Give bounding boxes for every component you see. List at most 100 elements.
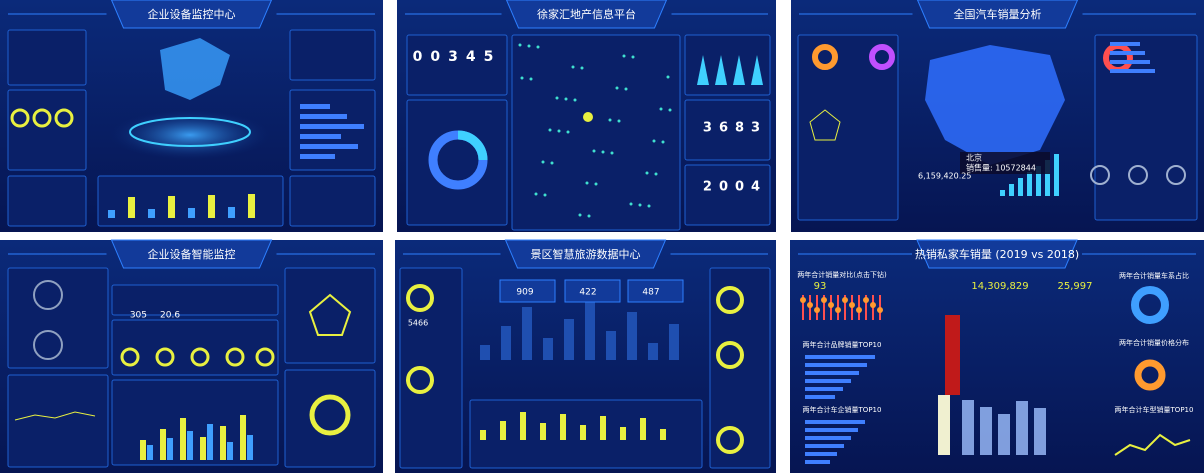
stat: 25,997: [1058, 281, 1093, 292]
tooltip-sales: 销售量: 10572844: [966, 163, 1036, 173]
decor-bar: [1000, 190, 1005, 196]
map-dot: [624, 87, 628, 91]
decor-bar: [522, 307, 532, 360]
bar-3d: [938, 395, 950, 455]
bar-3d: [998, 414, 1010, 455]
decor-ring: [869, 44, 895, 70]
stat-box: [499, 279, 556, 303]
decor-bar: [188, 208, 195, 218]
decor-bar: [600, 416, 606, 440]
map-dot: [661, 140, 665, 144]
decor-ring: [812, 44, 838, 70]
donut-arc: [457, 130, 488, 161]
decor-bar: [300, 114, 347, 119]
decor-ring: [1166, 165, 1186, 185]
decor-bar: [802, 295, 804, 320]
decor-bar: [140, 440, 146, 460]
decor-dot: [828, 302, 834, 308]
tooltip-city: 北京: [966, 153, 982, 163]
section-title: 两年合计车企销量TOP10: [803, 405, 882, 414]
china-map: [925, 45, 1065, 165]
decor-bar: [501, 326, 511, 360]
decor-bar: [1110, 60, 1150, 64]
sub-panel: [284, 369, 376, 468]
sub-panel: [111, 284, 279, 316]
decor-bar: [220, 426, 226, 460]
map-dot: [578, 213, 582, 217]
panel-title: 热销私家车销量 (2019 vs 2018): [915, 247, 1079, 261]
map-dot: [659, 107, 663, 111]
section-title: 两年合计销量对比(点击下钻): [797, 270, 887, 279]
decor-ring: [33, 280, 63, 310]
sub-panel: [406, 34, 508, 96]
decor-bar: [180, 418, 186, 460]
line-series: [1114, 433, 1191, 456]
decor-ring: [309, 394, 351, 436]
map-dot: [536, 45, 540, 49]
decor-bar: [300, 134, 341, 139]
map-dot: [580, 66, 584, 70]
decor-bar: [606, 331, 616, 360]
map-dot: [571, 65, 575, 69]
decor-bar: [300, 124, 364, 129]
decor-ring: [1128, 165, 1148, 185]
sub-panel: [111, 319, 279, 376]
title-bar: [916, 239, 1078, 269]
map-dot: [548, 128, 552, 132]
map-dot: [601, 150, 605, 154]
panel-title: 徐家汇地产信息平台: [537, 7, 636, 21]
stat: 93: [814, 281, 827, 292]
radar: [308, 293, 352, 336]
platform: [129, 117, 251, 147]
decor-bar: [208, 195, 215, 218]
decor-ring: [32, 108, 52, 128]
map-dot: [647, 204, 651, 208]
decor-ring: [10, 108, 30, 128]
sub-panel: [684, 164, 771, 226]
map-dot: [557, 129, 561, 133]
sub-panel: [111, 379, 279, 466]
panel-title: 全国汽车销量分析: [954, 7, 1042, 21]
decor-bar: [669, 324, 679, 360]
decor-bar: [480, 345, 490, 360]
sub-panel: [684, 99, 771, 161]
section-title: 两年合计品牌销量TOP10: [803, 340, 882, 349]
stat: 487: [642, 288, 659, 298]
decor-bar: [1110, 51, 1145, 55]
sub-panel: [7, 374, 109, 468]
sub-panel: [399, 267, 463, 469]
tooltip-box: [960, 152, 1050, 174]
decor-bar: [627, 312, 637, 360]
decor-dot: [835, 307, 841, 313]
decor-bar: [1036, 166, 1041, 196]
sub-panel: [7, 29, 87, 86]
decor-bar: [300, 144, 358, 149]
map-dot: [543, 193, 547, 197]
decor-bar: [805, 452, 837, 456]
map-dot: [527, 44, 531, 48]
line-series: [14, 411, 96, 421]
section-title: 两年合计车型销量TOP10: [1115, 405, 1194, 414]
decor-dot: [877, 307, 883, 313]
decor-bar: [227, 442, 233, 460]
decor-bar: [580, 425, 586, 440]
decor-bar: [805, 420, 865, 424]
map-dot: [615, 86, 619, 90]
stat: 20.6: [160, 311, 180, 321]
decor-bar: [247, 435, 253, 460]
sub-panel: [7, 267, 109, 369]
decor-bar: [640, 418, 646, 440]
map-dot: [529, 77, 533, 81]
decor-bar: [500, 421, 506, 440]
map-marker: [583, 112, 593, 122]
bar-3d: [1034, 408, 1046, 455]
decor-bar: [1018, 178, 1023, 196]
decor-bar: [805, 379, 851, 383]
tall-bar: [945, 315, 960, 395]
decor-bar: [865, 295, 867, 320]
decor-ring: [716, 341, 744, 369]
decor-ring: [225, 347, 245, 367]
decor-bar: [300, 104, 330, 109]
decor-ring: [54, 108, 74, 128]
map-dot: [608, 118, 612, 122]
